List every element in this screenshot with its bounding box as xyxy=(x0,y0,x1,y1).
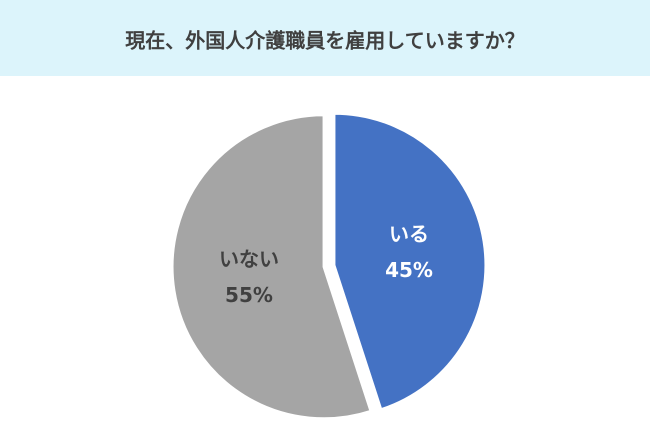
pie-slice xyxy=(332,111,488,412)
chart-title: 現在、外国人介護職員を雇用していますか？ xyxy=(125,29,524,53)
slice-value-label: 55% xyxy=(225,283,273,307)
pie-slice xyxy=(170,113,373,421)
slice-label: いる xyxy=(389,222,429,246)
slice-value-label: 45% xyxy=(385,258,433,282)
title-banner xyxy=(0,0,650,76)
slice-label: いない xyxy=(219,247,279,271)
